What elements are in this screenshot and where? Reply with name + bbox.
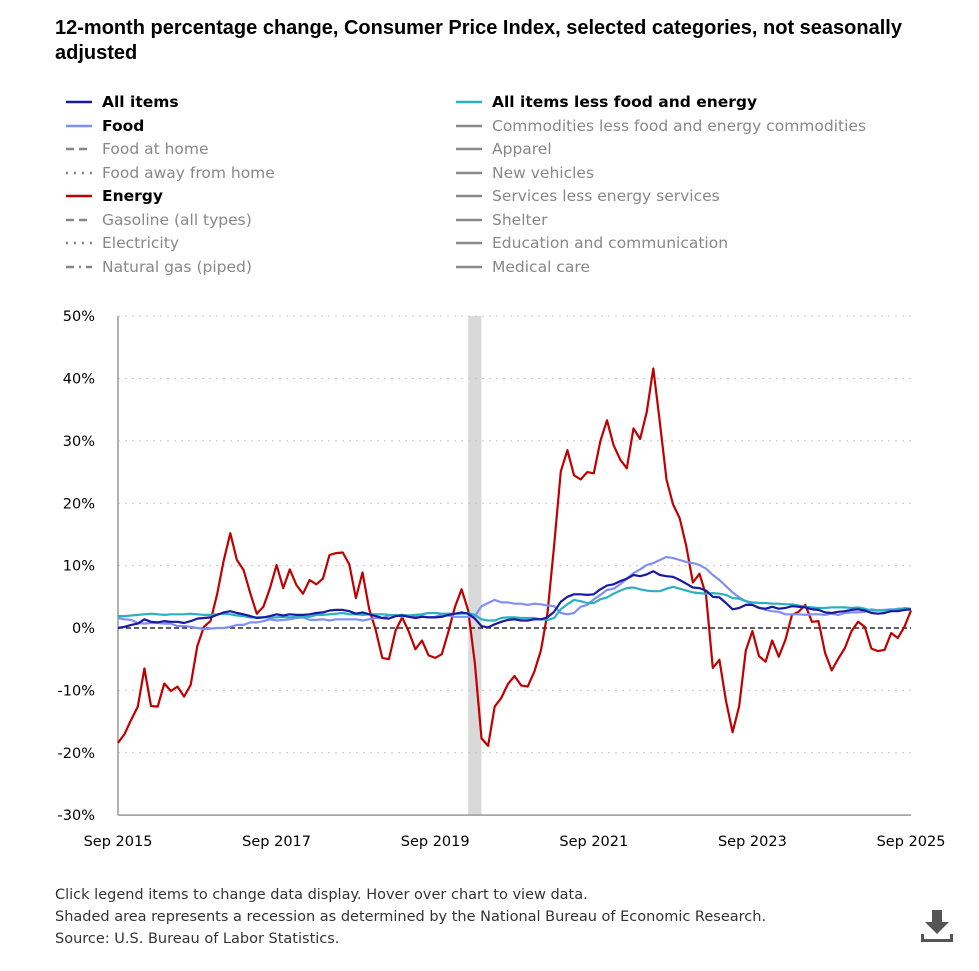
- legend-line-icon: [456, 241, 482, 245]
- x-tick-label: Sep 2015: [84, 834, 153, 850]
- series-line-energy: [117, 367, 913, 748]
- chart-title: 12-month percentage change, Consumer Pri…: [55, 17, 902, 64]
- legend-label: Natural gas (piped): [102, 257, 252, 276]
- y-tick-label: 40%: [63, 372, 95, 388]
- legend-item-electricity[interactable]: Electricity: [66, 232, 179, 254]
- legend-item-all-items[interactable]: All items: [66, 91, 179, 113]
- legend-label: All items less food and energy: [492, 93, 758, 111]
- recession-shading: [468, 316, 482, 816]
- legend-line-icon: [456, 265, 482, 268]
- y-tick-label: 30%: [63, 434, 95, 450]
- legend-label: Food at home: [102, 140, 209, 158]
- legend-label: Commodities less food and energy commodi…: [492, 116, 867, 135]
- legend-line-icon: [456, 100, 482, 104]
- y-tick-label: 0%: [72, 621, 95, 637]
- y-tick-label: -10%: [58, 683, 95, 699]
- legend-label: Food: [102, 116, 145, 135]
- x-tick-label: Sep 2025: [877, 834, 946, 850]
- legend-item-food-away-from-home[interactable]: Food away from home: [66, 162, 275, 184]
- legend-line-icon: [456, 171, 482, 174]
- y-tick-label: 10%: [63, 559, 95, 575]
- y-tick-label: 20%: [63, 496, 95, 512]
- footnote-instructions: Click legend items to change data displa…: [55, 887, 588, 903]
- legend-label: Education and communication: [492, 234, 729, 252]
- legend-label: New vehicles: [492, 163, 595, 182]
- legend-label: Energy: [102, 187, 163, 205]
- legend-label: Electricity: [102, 234, 179, 252]
- download-icon[interactable]: [920, 908, 954, 944]
- x-tick-label: Sep 2017: [242, 834, 311, 850]
- y-tick-label: -20%: [58, 746, 95, 762]
- y-tick-label: -30%: [58, 808, 95, 824]
- legend-item-energy[interactable]: Energy: [66, 185, 163, 207]
- legend-line-icon: [66, 265, 92, 268]
- legend-line-icon: [66, 100, 92, 104]
- legend-line-icon: [456, 124, 482, 127]
- y-tick-label: 50%: [63, 309, 95, 325]
- legend-line-icon: [66, 194, 92, 198]
- footnote-recession: Shaded area represents a recession as de…: [55, 909, 767, 925]
- legend-item-apparel[interactable]: Apparel: [456, 138, 552, 160]
- legend-label: Food away from home: [102, 163, 275, 182]
- legend-line-icon: [66, 147, 92, 151]
- legend-label: Shelter: [492, 210, 548, 229]
- legend-label: Gasoline (all types): [102, 210, 252, 229]
- legend-label: Apparel: [492, 140, 552, 158]
- legend-item-natural-gas-piped[interactable]: Natural gas (piped): [66, 256, 252, 278]
- legend-item-food[interactable]: Food: [66, 115, 144, 137]
- legend-item-shelter[interactable]: Shelter: [456, 209, 548, 231]
- legend-line-icon: [456, 218, 482, 221]
- legend-item-gasoline-all-types[interactable]: Gasoline (all types): [66, 209, 252, 231]
- legend-item-services-less-energy-services[interactable]: Services less energy services: [456, 185, 720, 207]
- plot[interactable]: 50% 40% 30% 20% 10% 0% -10% -20% -30% Sep 2015 Sep…: [0, 0, 979, 880]
- legend-item-food-at-home[interactable]: Food at home: [66, 138, 209, 160]
- legend-item-education-and-communication[interactable]: Education and communication: [456, 232, 728, 254]
- legend-label: Services less energy services: [492, 187, 720, 205]
- legend-item-commodities-less-food-and-energy-commodities[interactable]: Commodities less food and energy commodi…: [456, 115, 866, 137]
- footnote-source: Source: U.S. Bureau of Labor Statistics.: [55, 931, 340, 947]
- legend-label: All items: [102, 93, 179, 111]
- series-line-all-items: [117, 570, 912, 630]
- legend-item-all-items-less-food-and-energy[interactable]: All items less food and energy: [456, 91, 757, 113]
- legend-line-icon: [456, 194, 482, 198]
- legend-line-icon: [66, 218, 92, 221]
- legend-item-medical-care[interactable]: Medical care: [456, 256, 590, 278]
- series-line-all-items-less-food-and-energy: [118, 585, 912, 622]
- x-tick-label: Sep 2019: [401, 834, 470, 850]
- legend-item-new-vehicles[interactable]: New vehicles: [456, 162, 594, 184]
- legend-label: Medical care: [492, 257, 590, 276]
- legend-line-icon: [66, 124, 92, 127]
- x-tick-label: Sep 2023: [718, 834, 787, 850]
- series-line-food: [117, 555, 912, 631]
- legend-line-icon: [456, 147, 482, 151]
- x-tick-label: Sep 2021: [559, 834, 628, 850]
